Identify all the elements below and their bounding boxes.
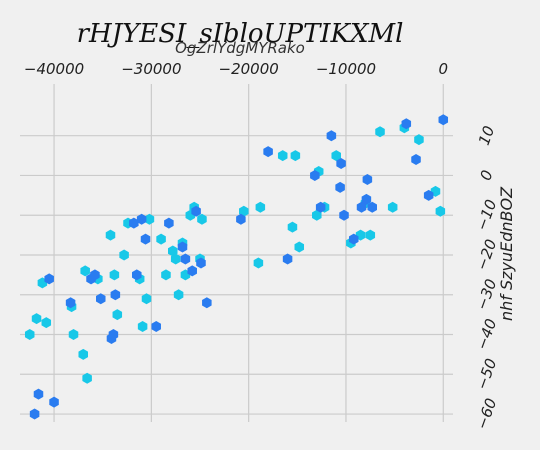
data-point-blue	[326, 130, 337, 142]
data-point-blue	[401, 118, 412, 130]
data-point-cyan	[387, 201, 398, 213]
data-point-cyan	[331, 150, 341, 162]
data-point-cyan	[41, 317, 52, 329]
data-point-blue	[191, 205, 201, 217]
data-point-blue	[33, 388, 44, 400]
data-point-blue	[236, 213, 246, 225]
data-point-cyan	[312, 209, 322, 221]
data-point-blue	[140, 233, 151, 245]
data-point-cyan	[31, 313, 42, 325]
data-point-cyan	[197, 213, 207, 225]
data-point-cyan	[156, 233, 166, 245]
data-point-blue	[164, 217, 174, 229]
data-point-cyan	[290, 150, 301, 162]
y-tick-label: 10	[475, 123, 498, 147]
y-axis-label: nhf SzyuEdnBOZ	[497, 186, 516, 321]
data-point-cyan	[80, 265, 90, 277]
data-point-blue	[423, 189, 434, 201]
data-point-blue	[336, 158, 346, 170]
data-point-cyan	[173, 289, 184, 301]
data-point-cyan	[287, 221, 298, 233]
data-point-cyan	[24, 329, 35, 341]
data-point-blue	[177, 241, 188, 253]
chart-title: rHJYESI_sIbloUPTIKXMl	[77, 19, 404, 49]
data-point-blue	[411, 154, 421, 166]
data-point-blue	[49, 396, 59, 408]
data-point-blue	[108, 329, 119, 341]
data-point-cyan	[239, 205, 249, 217]
data-point-cyan	[82, 372, 92, 384]
data-point-blue	[310, 169, 320, 181]
data-point-blue	[44, 273, 54, 285]
data-point-cyan	[414, 134, 424, 146]
data-point-blue	[151, 321, 161, 333]
data-point-blue	[348, 233, 359, 245]
data-point-blue	[180, 253, 191, 265]
data-point-cyan	[105, 229, 116, 241]
data-point-blue	[136, 213, 147, 225]
data-point-cyan	[294, 241, 305, 253]
x-tick-label: 0	[438, 60, 448, 78]
data-point-cyan	[253, 257, 264, 269]
data-point-cyan	[168, 245, 178, 257]
data-point-blue	[438, 114, 449, 126]
x-tick-label: −30000	[121, 60, 181, 78]
data-point-blue	[129, 217, 139, 229]
data-point-blue	[132, 269, 142, 281]
data-point-cyan	[277, 150, 288, 162]
data-point-blue	[282, 253, 293, 265]
data-point-cyan	[435, 205, 446, 217]
data-point-cyan	[170, 253, 181, 265]
data-point-cyan	[119, 249, 129, 261]
x-axis-label: OgZrlYdgMYRako	[175, 39, 305, 57]
data-point-blue	[367, 201, 377, 213]
data-point-cyan	[255, 201, 266, 213]
data-point-blue	[202, 297, 212, 309]
data-point-blue	[263, 146, 273, 158]
data-point-cyan	[365, 229, 376, 241]
data-point-blue	[96, 293, 106, 305]
x-tick-label: −10000	[316, 60, 376, 78]
data-point-cyan	[144, 213, 155, 225]
data-point-blue	[90, 269, 100, 281]
data-point-cyan	[161, 269, 171, 281]
data-point-blue	[65, 297, 76, 309]
data-point-blue	[335, 181, 345, 193]
data-point-cyan	[78, 348, 89, 360]
data-point-blue	[361, 193, 372, 205]
x-tick-labels: −40000 −30000 −20000 −10000 0	[24, 60, 448, 78]
data-point-blue	[110, 289, 121, 301]
data-points	[24, 114, 449, 420]
data-point-blue	[315, 201, 326, 213]
data-point-blue	[29, 408, 40, 420]
data-point-cyan	[137, 321, 148, 333]
x-tick-label: −40000	[24, 60, 84, 78]
data-point-cyan	[112, 309, 123, 321]
data-point-cyan	[375, 126, 385, 138]
data-point-cyan	[109, 269, 120, 281]
data-point-blue	[187, 265, 197, 277]
data-point-blue	[339, 209, 349, 221]
grid-lines	[20, 84, 453, 422]
data-point-cyan	[141, 293, 152, 305]
x-tick-label: −20000	[219, 60, 279, 78]
data-point-blue	[362, 173, 373, 185]
data-point-blue	[356, 201, 367, 213]
data-point-cyan	[68, 329, 79, 341]
data-point-blue	[196, 257, 206, 269]
